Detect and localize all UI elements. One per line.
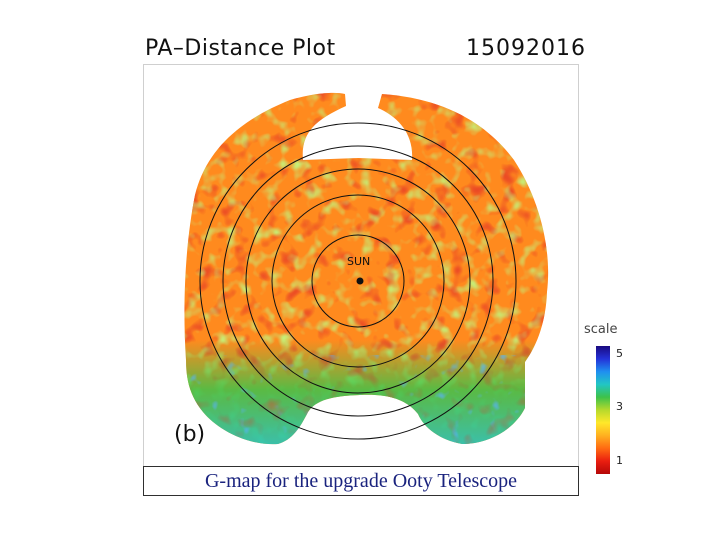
ring-1 bbox=[311, 234, 405, 328]
ring-4 bbox=[222, 145, 494, 417]
plot-title: PA–Distance Plot bbox=[145, 36, 336, 61]
sun-marker bbox=[356, 277, 364, 285]
colorbar bbox=[596, 346, 610, 474]
panel-label: (b) bbox=[174, 422, 206, 447]
colorbar-tick-1: 1 bbox=[616, 453, 623, 467]
sun-label: SUN bbox=[347, 255, 371, 268]
map-field bbox=[184, 92, 549, 445]
figure-caption: G-map for the upgrade Ooty Telescope bbox=[143, 466, 579, 496]
ring-2 bbox=[271, 194, 445, 368]
colorbar-tick-5: 5 bbox=[616, 347, 623, 360]
colorbar-title: scale bbox=[584, 322, 618, 337]
colorbar-tick-3: 3 bbox=[616, 400, 623, 414]
ring-3 bbox=[245, 168, 471, 394]
ring-5 bbox=[199, 122, 517, 440]
plot-date: 15092016 bbox=[466, 36, 586, 61]
distance-rings bbox=[199, 122, 517, 440]
